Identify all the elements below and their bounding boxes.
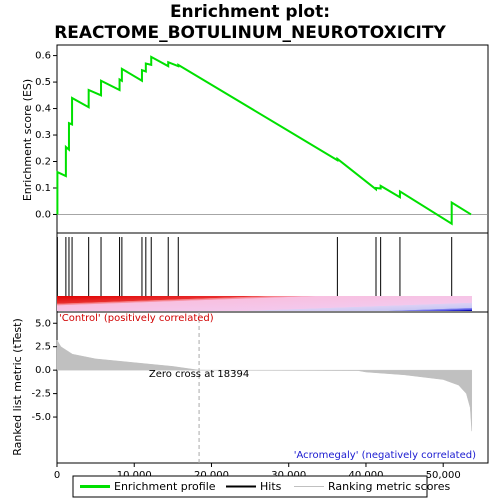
y-tick-label: 0.6 xyxy=(35,51,51,62)
x-tick-label: 50,000 xyxy=(426,470,461,481)
y-tick-label: 0.0 xyxy=(35,365,51,376)
rank-color-bar xyxy=(57,296,472,311)
y-tick-label: 0.5 xyxy=(35,77,51,88)
metric-area xyxy=(56,339,473,432)
chart-title: REACTOME_BOTULINUM_NEUROTOXICITY xyxy=(54,23,446,43)
y-axis-label: Enrichment score (ES) xyxy=(21,79,34,201)
y-axis-label: Ranked list metric (tTest) xyxy=(11,318,24,455)
zero-cross-label: Zero cross at 18394 xyxy=(149,369,249,380)
y-tick-label: 0.0 xyxy=(35,209,51,220)
legend-label: Ranking metric scores xyxy=(328,480,450,493)
y-tick-label: 0.3 xyxy=(35,130,51,141)
y-tick-label: 0.1 xyxy=(35,183,51,194)
enrichment-line xyxy=(56,55,472,226)
y-tick-label: 5.0 xyxy=(35,318,51,329)
y-tick-label: -5.0 xyxy=(31,412,51,423)
y-tick-label: 2.5 xyxy=(35,342,51,353)
positive-label: 'Control' (positively correlated) xyxy=(59,313,214,324)
negative-label: 'Acromegaly' (negatively correlated) xyxy=(294,450,476,461)
y-tick-label: 0.4 xyxy=(35,104,51,115)
y-tick-label: -2.5 xyxy=(31,389,51,400)
y-tick-label: 0.2 xyxy=(35,157,51,168)
legend-label: Hits xyxy=(260,480,282,493)
x-tick-label: 0 xyxy=(54,470,60,481)
chart-title: Enrichment plot: xyxy=(170,2,330,22)
bottom-frame xyxy=(56,311,489,464)
legend-label: Enrichment profile xyxy=(114,480,216,493)
